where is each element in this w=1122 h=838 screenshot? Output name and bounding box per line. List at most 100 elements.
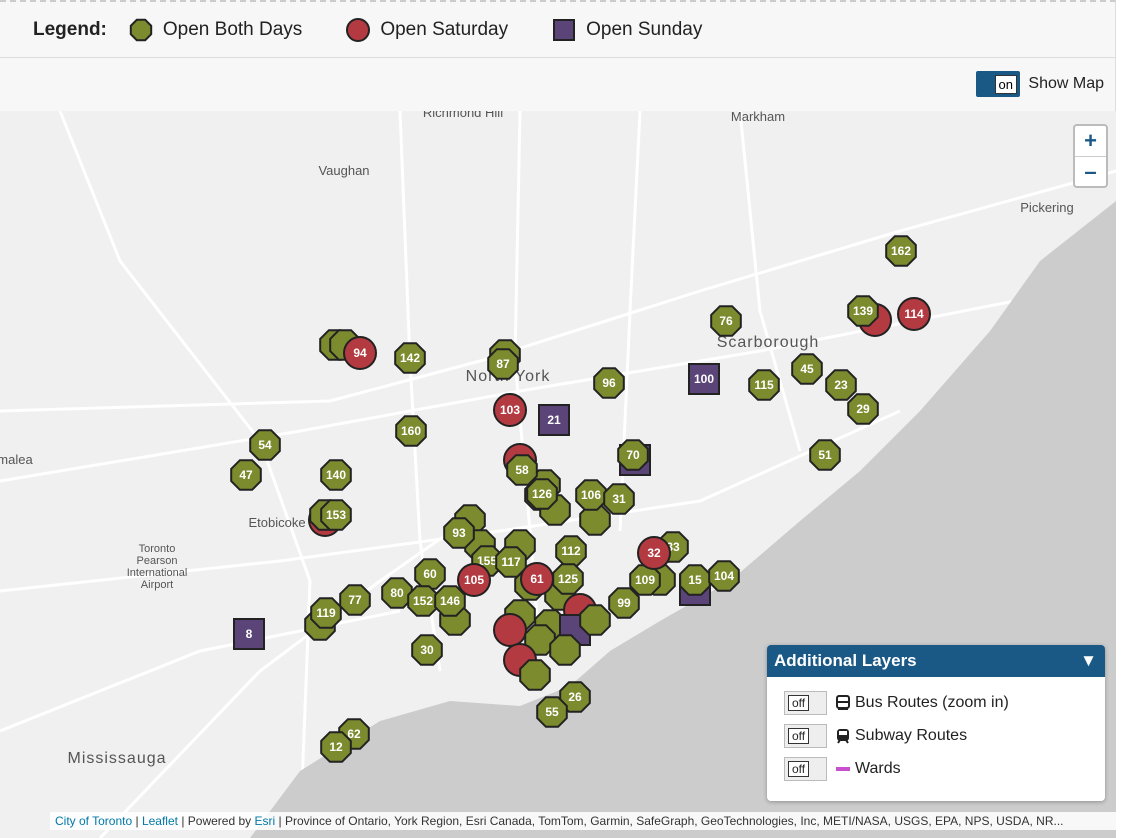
marker-label[interactable]: 96 [602,376,616,390]
marker-label[interactable]: 126 [532,487,552,501]
marker-label[interactable]: 153 [326,508,346,522]
marker-shape[interactable] [457,563,491,597]
marker[interactable]: 21 [538,404,570,436]
marker[interactable]: 8 [233,618,265,650]
marker[interactable]: 140 [320,459,352,491]
marker[interactable]: 142 [394,342,426,374]
zoom-out[interactable]: – [1084,159,1097,184]
marker-shape[interactable] [395,415,427,447]
marker-label[interactable]: 105 [464,573,484,587]
marker[interactable]: 32 [637,536,671,570]
marker-label[interactable]: 12 [329,740,343,754]
marker-label[interactable]: 61 [530,572,544,586]
marker[interactable]: 106 [575,479,607,511]
marker-shape[interactable] [233,618,265,650]
marker[interactable] [579,604,611,636]
marker[interactable]: 58 [506,454,538,486]
toggle-state[interactable]: on [994,75,1017,94]
marker-label[interactable]: 125 [558,572,578,586]
marker[interactable]: 103 [493,393,527,427]
marker-label[interactable]: 106 [581,488,601,502]
marker-shape[interactable] [637,536,671,570]
marker[interactable]: 12 [320,731,352,763]
marker-shape[interactable] [791,353,823,385]
layer-toggle[interactable]: off [784,723,827,748]
marker-label[interactable]: 142 [400,351,420,365]
marker[interactable]: 15 [679,564,711,596]
marker[interactable]: 162 [885,235,917,267]
marker-shape[interactable] [343,336,377,370]
marker[interactable]: 87 [487,348,519,380]
marker-label[interactable]: 29 [856,402,870,416]
marker-shape[interactable] [552,563,584,595]
show-map-toggle[interactable]: on [976,71,1020,97]
marker-label[interactable]: 100 [694,372,714,386]
marker-label[interactable]: 112 [561,544,581,558]
marker-shape[interactable] [487,348,519,380]
marker-shape[interactable] [608,587,640,619]
attribution-link[interactable]: Leaflet [141,814,178,828]
marker[interactable]: 45 [791,353,823,385]
marker[interactable]: 99 [608,587,640,619]
marker[interactable]: 26 [559,681,591,713]
marker-shape[interactable] [575,479,607,511]
marker-label[interactable]: 31 [612,492,626,506]
marker[interactable]: 114 [897,297,931,331]
marker[interactable]: 76 [710,305,742,337]
marker-label[interactable]: 62 [347,727,361,741]
marker[interactable]: 77 [339,584,371,616]
marker-shape[interactable] [520,562,554,596]
marker-label[interactable]: 155 [477,554,497,568]
marker-shape[interactable] [710,305,742,337]
marker-label[interactable]: 162 [891,244,911,258]
marker-label[interactable]: 51 [818,448,832,462]
marker-shape[interactable] [394,342,426,374]
marker-shape[interactable] [407,585,439,617]
marker[interactable]: 105 [457,563,491,597]
marker-label[interactable]: 55 [545,705,559,719]
marker[interactable]: 70 [617,439,649,471]
marker-label[interactable]: 21 [547,413,561,427]
marker-shape[interactable] [603,483,635,515]
marker-shape[interactable] [885,235,917,267]
marker[interactable]: 80 [381,577,413,609]
marker-label[interactable]: 32 [647,546,661,560]
marker-label[interactable]: 103 [500,403,520,417]
marker[interactable]: 160 [395,415,427,447]
marker-label[interactable]: 80 [390,586,404,600]
marker-shape[interactable] [249,429,281,461]
marker-shape[interactable] [629,564,661,596]
marker[interactable] [519,659,551,691]
marker-shape[interactable] [809,439,841,471]
marker-label[interactable]: 139 [853,304,873,318]
marker[interactable]: 96 [593,367,625,399]
marker-label[interactable]: 160 [401,424,421,438]
marker-label[interactable]: 47 [239,468,253,482]
marker[interactable]: 153 [320,499,352,531]
marker-label[interactable]: 104 [714,569,734,583]
marker-shape[interactable] [411,634,443,666]
marker-label[interactable]: 94 [353,346,367,360]
layer-toggle[interactable]: off [784,690,827,715]
marker[interactable]: 125 [552,563,584,595]
marker-shape[interactable] [320,459,352,491]
marker-shape[interactable] [506,454,538,486]
marker-label[interactable]: 60 [423,567,437,581]
marker-label[interactable]: 99 [617,596,631,610]
marker-shape[interactable] [679,564,711,596]
marker-label[interactable]: 58 [515,463,529,477]
marker-label[interactable]: 152 [413,594,433,608]
marker[interactable]: 54 [249,429,281,461]
marker-shape[interactable] [897,297,931,331]
zoom-in[interactable]: + [1075,126,1106,157]
marker-label[interactable]: 26 [568,690,582,704]
marker-label[interactable]: 114 [904,307,924,321]
marker-shape[interactable] [526,478,558,510]
marker-label[interactable]: 109 [635,573,655,587]
marker[interactable] [493,613,527,647]
marker-shape[interactable] [748,369,780,401]
marker-label[interactable]: 87 [496,357,510,371]
marker-shape[interactable] [381,577,413,609]
marker-shape[interactable] [493,393,527,427]
marker-shape[interactable] [320,499,352,531]
